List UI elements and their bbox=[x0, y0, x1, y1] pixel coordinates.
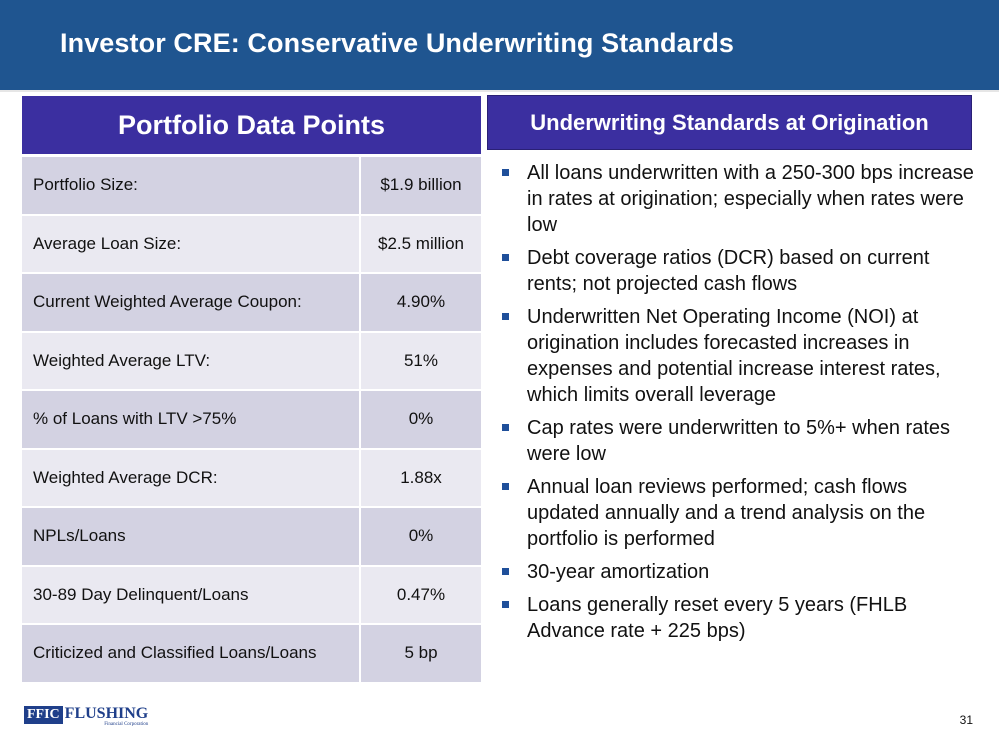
row-label: Average Loan Size: bbox=[22, 214, 361, 274]
row-value: 0% bbox=[359, 507, 481, 567]
row-label: Weighted Average DCR: bbox=[22, 448, 361, 508]
table-row: Criticized and Classified Loans/Loans 5 … bbox=[22, 624, 481, 684]
table-row: Current Weighted Average Coupon: 4.90% bbox=[22, 273, 481, 333]
portfolio-table: Portfolio Size: $1.9 billion Average Loa… bbox=[22, 157, 481, 684]
list-item-text: 30-year amortization bbox=[527, 561, 710, 583]
square-bullet-icon bbox=[502, 483, 509, 490]
logo-mark: FFIC bbox=[24, 706, 63, 724]
square-bullet-icon bbox=[502, 424, 509, 431]
standards-heading: Underwriting Standards at Origination bbox=[487, 95, 972, 150]
table-row: Portfolio Size: $1.9 billion bbox=[22, 157, 481, 216]
row-value: $1.9 billion bbox=[359, 157, 481, 216]
list-item: Loans generally reset every 5 years (FHL… bbox=[497, 592, 975, 644]
list-item: Debt coverage ratios (DCR) based on curr… bbox=[497, 245, 975, 297]
row-value: 0% bbox=[359, 390, 481, 450]
row-label: Criticized and Classified Loans/Loans bbox=[22, 624, 361, 684]
list-item-text: Loans generally reset every 5 years (FHL… bbox=[527, 594, 908, 642]
row-label: 30-89 Day Delinquent/Loans bbox=[22, 565, 361, 625]
row-value: 1.88x bbox=[359, 448, 481, 508]
list-item-text: Annual loan reviews performed; cash flow… bbox=[527, 476, 926, 550]
page-number: 31 bbox=[959, 713, 973, 727]
list-item: Underwritten Net Operating Income (NOI) … bbox=[497, 304, 975, 408]
row-value: $2.5 million bbox=[359, 214, 481, 274]
square-bullet-icon bbox=[502, 313, 509, 320]
list-item-text: Cap rates were underwritten to 5%+ when … bbox=[527, 417, 950, 465]
row-value: 5 bp bbox=[359, 624, 481, 684]
table-row: 30-89 Day Delinquent/Loans 0.47% bbox=[22, 565, 481, 625]
list-item-text: Underwritten Net Operating Income (NOI) … bbox=[527, 306, 941, 406]
table-row: Weighted Average LTV: 51% bbox=[22, 331, 481, 391]
standards-list: All loans underwritten with a 250-300 bp… bbox=[497, 160, 975, 651]
row-label: Current Weighted Average Coupon: bbox=[22, 273, 361, 333]
row-label: Weighted Average LTV: bbox=[22, 331, 361, 391]
logo-subtitle: Financial Corporation bbox=[104, 722, 149, 727]
square-bullet-icon bbox=[502, 601, 509, 608]
header-divider bbox=[0, 90, 999, 92]
row-value: 0.47% bbox=[359, 565, 481, 625]
list-item: All loans underwritten with a 250-300 bp… bbox=[497, 160, 975, 238]
logo-text: FLUSHING Financial Corporation bbox=[65, 706, 149, 728]
square-bullet-icon bbox=[502, 169, 509, 176]
portfolio-heading: Portfolio Data Points bbox=[22, 96, 481, 154]
table-row: % of Loans with LTV >75% 0% bbox=[22, 390, 481, 450]
table-row: Weighted Average DCR: 1.88x bbox=[22, 448, 481, 508]
company-logo: FFIC FLUSHING Financial Corporation bbox=[24, 706, 148, 728]
list-item: Annual loan reviews performed; cash flow… bbox=[497, 474, 975, 552]
row-value: 4.90% bbox=[359, 273, 481, 333]
row-label: % of Loans with LTV >75% bbox=[22, 390, 361, 450]
logo-word: FLUSHING bbox=[64, 705, 149, 722]
row-label: NPLs/Loans bbox=[22, 507, 361, 567]
list-item-text: Debt coverage ratios (DCR) based on curr… bbox=[527, 247, 930, 295]
table-row: NPLs/Loans 0% bbox=[22, 507, 481, 567]
table-row: Average Loan Size: $2.5 million bbox=[22, 214, 481, 274]
slide-header: Investor CRE: Conservative Underwriting … bbox=[0, 0, 999, 90]
square-bullet-icon bbox=[502, 254, 509, 261]
square-bullet-icon bbox=[502, 568, 509, 575]
row-label: Portfolio Size: bbox=[22, 157, 361, 216]
row-value: 51% bbox=[359, 331, 481, 391]
list-item-text: All loans underwritten with a 250-300 bp… bbox=[527, 162, 974, 236]
list-item: Cap rates were underwritten to 5%+ when … bbox=[497, 415, 975, 467]
list-item: 30-year amortization bbox=[497, 559, 975, 585]
slide-title: Investor CRE: Conservative Underwriting … bbox=[60, 28, 735, 58]
